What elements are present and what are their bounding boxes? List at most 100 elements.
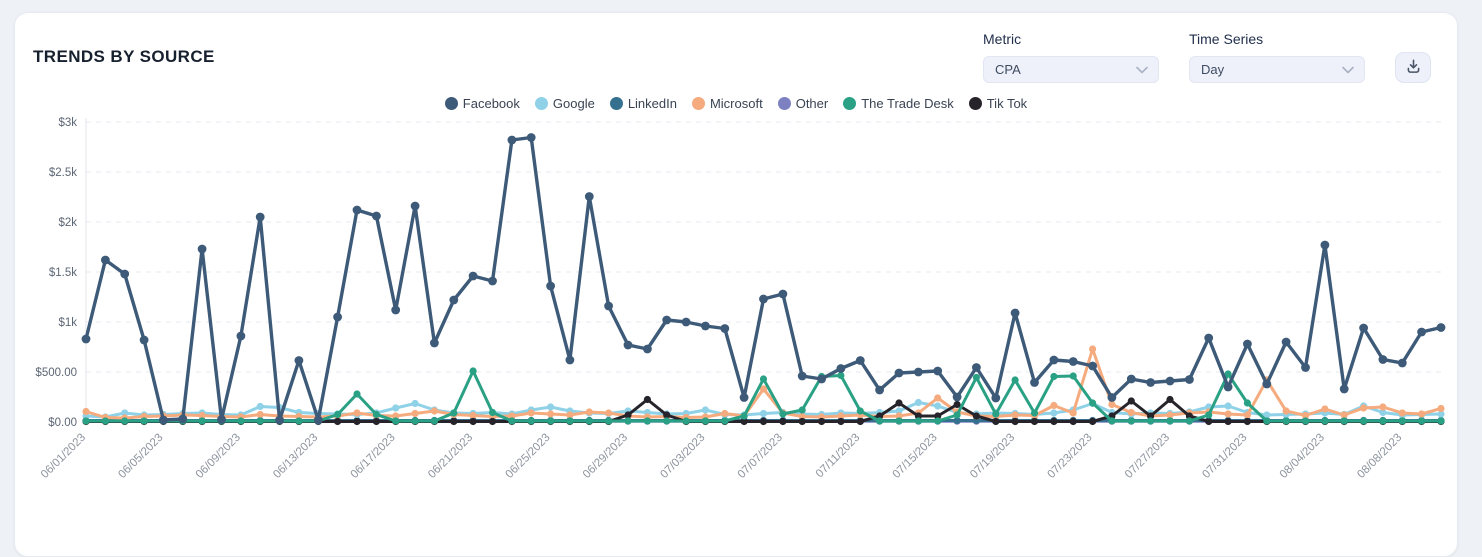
data-point[interactable]: [1321, 417, 1329, 425]
data-point[interactable]: [837, 412, 845, 420]
data-point[interactable]: [1282, 417, 1290, 425]
data-point[interactable]: [1397, 358, 1407, 368]
data-point[interactable]: [953, 416, 961, 425]
data-point[interactable]: [1262, 379, 1272, 389]
data-point[interactable]: [334, 417, 342, 426]
data-point[interactable]: [1398, 417, 1406, 425]
data-point[interactable]: [488, 408, 497, 417]
data-point[interactable]: [1301, 411, 1310, 420]
data-point[interactable]: [237, 417, 245, 425]
data-point[interactable]: [1243, 417, 1251, 426]
data-point[interactable]: [353, 409, 361, 417]
data-point[interactable]: [121, 409, 129, 417]
chart-area[interactable]: $0.00 $500.00 $1k $1.5k $2k $2.5k $3k 06/01/202…: [15, 113, 1457, 500]
data-point[interactable]: [740, 412, 748, 420]
data-point[interactable]: [1069, 409, 1077, 417]
data-point[interactable]: [779, 417, 787, 426]
data-point[interactable]: [566, 411, 574, 419]
data-point[interactable]: [372, 417, 380, 426]
data-point[interactable]: [1436, 323, 1446, 332]
data-point[interactable]: [469, 367, 477, 375]
data-point[interactable]: [953, 411, 961, 419]
data-point[interactable]: [508, 412, 516, 420]
data-point[interactable]: [1205, 417, 1213, 426]
data-point[interactable]: [1030, 409, 1039, 417]
data-point[interactable]: [914, 417, 923, 425]
data-point[interactable]: [585, 408, 593, 416]
data-point[interactable]: [1379, 417, 1387, 425]
data-point[interactable]: [739, 393, 749, 402]
data-point[interactable]: [798, 406, 806, 414]
data-point[interactable]: [818, 417, 826, 426]
data-point[interactable]: [934, 417, 942, 425]
data-point[interactable]: [1107, 393, 1117, 402]
data-point[interactable]: [1108, 417, 1116, 425]
data-point[interactable]: [837, 371, 845, 380]
data-point[interactable]: [759, 417, 768, 426]
data-point[interactable]: [1417, 327, 1426, 337]
data-point[interactable]: [1011, 417, 1019, 426]
data-point[interactable]: [624, 417, 632, 425]
data-point[interactable]: [682, 417, 690, 425]
data-point[interactable]: [837, 417, 845, 426]
data-point[interactable]: [797, 371, 807, 381]
legend-item-linkedin[interactable]: LinkedIn: [609, 96, 677, 111]
data-point[interactable]: [643, 395, 652, 404]
data-point[interactable]: [720, 324, 730, 333]
data-point[interactable]: [178, 414, 188, 424]
data-point[interactable]: [1088, 361, 1097, 371]
data-point[interactable]: [779, 410, 787, 418]
data-point[interactable]: [1204, 333, 1214, 343]
data-point[interactable]: [585, 417, 593, 425]
data-point[interactable]: [1127, 397, 1135, 405]
data-point[interactable]: [1398, 409, 1406, 417]
data-point[interactable]: [643, 344, 652, 354]
data-point[interactable]: [1243, 339, 1252, 349]
data-point[interactable]: [295, 417, 303, 425]
data-point[interactable]: [1166, 417, 1174, 425]
data-point[interactable]: [1321, 405, 1329, 413]
data-point[interactable]: [449, 295, 459, 305]
data-point[interactable]: [565, 355, 575, 365]
data-point[interactable]: [1224, 370, 1232, 378]
data-point[interactable]: [836, 364, 846, 373]
data-point[interactable]: [856, 407, 864, 415]
data-point[interactable]: [778, 289, 788, 299]
data-point[interactable]: [914, 367, 923, 377]
data-point[interactable]: [468, 271, 478, 281]
data-point[interactable]: [992, 410, 1000, 418]
data-point[interactable]: [934, 394, 942, 402]
data-point[interactable]: [391, 305, 401, 315]
data-point[interactable]: [991, 393, 1001, 403]
data-point[interactable]: [353, 417, 361, 426]
data-point[interactable]: [681, 317, 691, 327]
data-point[interactable]: [798, 417, 806, 426]
legend-item-microsoft[interactable]: Microsoft: [691, 96, 763, 111]
data-point[interactable]: [1049, 355, 1059, 365]
data-point[interactable]: [1089, 417, 1097, 426]
data-point[interactable]: [294, 356, 304, 365]
data-point[interactable]: [759, 375, 768, 383]
data-point[interactable]: [1050, 372, 1058, 381]
data-point[interactable]: [256, 402, 264, 411]
data-point[interactable]: [972, 363, 981, 372]
data-point[interactable]: [1050, 417, 1058, 426]
data-point[interactable]: [1166, 411, 1174, 419]
data-point[interactable]: [934, 402, 942, 410]
data-point[interactable]: [197, 244, 207, 254]
data-point[interactable]: [624, 411, 632, 419]
data-point[interactable]: [547, 410, 555, 418]
data-point[interactable]: [1068, 357, 1078, 366]
data-point[interactable]: [1301, 363, 1310, 372]
data-point[interactable]: [121, 417, 129, 425]
data-point[interactable]: [392, 417, 400, 425]
data-point[interactable]: [526, 133, 536, 142]
data-point[interactable]: [972, 373, 981, 382]
data-point[interactable]: [953, 400, 961, 409]
data-point[interactable]: [1165, 376, 1175, 386]
data-point[interactable]: [1224, 410, 1232, 418]
data-point[interactable]: [546, 281, 555, 291]
data-point[interactable]: [140, 417, 148, 425]
data-point[interactable]: [1340, 417, 1348, 425]
data-point[interactable]: [82, 417, 90, 425]
